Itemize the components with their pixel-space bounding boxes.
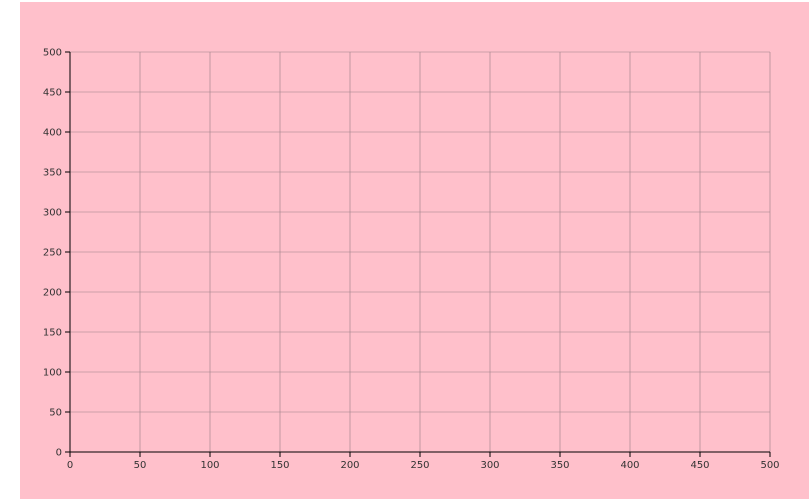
y-tick-label: 450 — [43, 88, 62, 99]
grid — [69, 51, 771, 453]
chart-panel — [20, 2, 809, 499]
y-tick-label: 150 — [43, 328, 62, 339]
y-tick-label: 350 — [43, 168, 62, 179]
y-tick-label: 250 — [43, 248, 62, 259]
x-tick-label: 400 — [620, 460, 639, 471]
ticks: 0 50 100 150 200 250 300 350 400 450 500 0 50 100 150 2… — [43, 48, 780, 472]
x-tick-label: 100 — [200, 460, 219, 471]
y-tick-label: 0 — [56, 448, 62, 459]
x-tick-label: 150 — [270, 460, 289, 471]
y-tick-label: 400 — [43, 128, 62, 139]
x-tick-label: 200 — [340, 460, 359, 471]
x-tick-label: 500 — [760, 460, 779, 471]
x-tick-label: 0 — [67, 460, 73, 471]
x-tick-label: 350 — [550, 460, 569, 471]
y-tick-label: 100 — [43, 368, 62, 379]
x-tick-label: 450 — [690, 460, 709, 471]
x-tick-label: 50 — [134, 460, 147, 471]
x-tick-label: 300 — [480, 460, 499, 471]
y-tick-label: 50 — [49, 408, 62, 419]
y-tick-label: 300 — [43, 208, 62, 219]
y-tick-label: 500 — [43, 48, 62, 59]
x-tick-label: 250 — [410, 460, 429, 471]
y-tick-label: 200 — [43, 288, 62, 299]
